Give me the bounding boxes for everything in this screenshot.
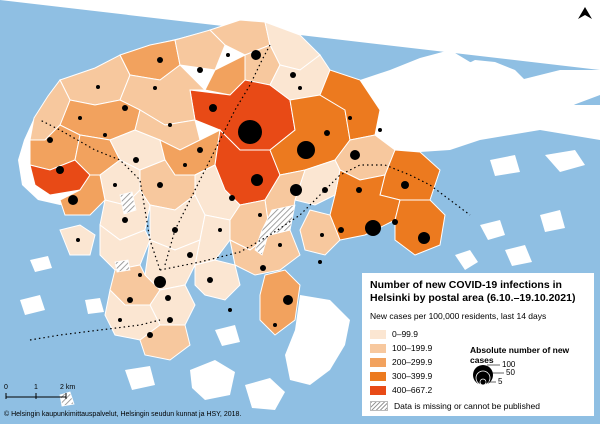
absolute-cases-symbols xyxy=(473,364,504,386)
rail-route-west xyxy=(39,119,161,271)
missing-data-areas xyxy=(59,191,296,407)
legend-title: Number of new COVID-19 infections in Hel… xyxy=(370,279,576,304)
legend-classes: 0–99.9 100–199.9 200–299.9 300–399.9 400… xyxy=(370,327,586,397)
legend-class-label: 400–667.2 xyxy=(392,385,433,395)
scale-label-2: 2 km xyxy=(60,384,76,391)
islands xyxy=(20,150,585,410)
legend-swatch xyxy=(370,371,386,381)
legend-swatch xyxy=(370,357,386,367)
legend-class-label: 300–399.9 xyxy=(392,371,433,381)
outside-land-east xyxy=(380,60,600,152)
metro-route xyxy=(159,164,471,271)
legend: Number of new COVID-19 infections in Hel… xyxy=(362,273,594,416)
legend-missing: Data is missing or cannot be published xyxy=(370,401,540,411)
legend-missing-label: Data is missing or cannot be published xyxy=(394,401,540,411)
case-dots xyxy=(47,50,430,338)
legend-subtitle: New cases per 100,000 residents, last 14… xyxy=(370,311,547,321)
symbol-label-50: 50 xyxy=(506,368,515,377)
scale-labels: 0 1 2 km xyxy=(4,384,104,404)
legend-class-label: 200–299.9 xyxy=(392,357,433,367)
scale-bar xyxy=(5,393,67,399)
legend-swatch xyxy=(370,329,386,339)
legend-swatch xyxy=(370,385,386,395)
map-credit: © Helsingin kaupunkimittauspalvelut, Hel… xyxy=(4,411,242,418)
legend-class: 0–99.9 xyxy=(370,327,586,341)
legend-swatch xyxy=(370,343,386,353)
tram-route-south xyxy=(29,319,161,341)
symbol-100 xyxy=(473,365,493,385)
legend-missing-swatch xyxy=(370,401,388,411)
legend-class: 400–667.2 xyxy=(370,383,586,397)
absolute-cases-title: Absolute number of new cases xyxy=(470,345,570,365)
legend-class-label: 100–199.9 xyxy=(392,343,433,353)
scale-label-0: 0 xyxy=(4,384,8,391)
scale-label-1: 1 xyxy=(34,384,38,391)
legend-class: 300–399.9 xyxy=(370,369,586,383)
legend-class-label: 0–99.9 xyxy=(392,329,418,339)
symbol-label-5: 5 xyxy=(498,377,503,386)
north-arrow-icon xyxy=(578,7,592,19)
postal-areas xyxy=(29,19,446,361)
legend-class: 100–199.9 xyxy=(370,341,586,355)
legend-class: 200–299.9 xyxy=(370,355,586,369)
symbol-label-100: 100 xyxy=(502,360,516,369)
